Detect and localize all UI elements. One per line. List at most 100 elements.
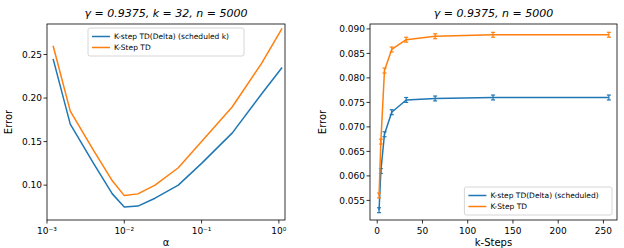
error-bar xyxy=(377,193,381,198)
chart-title: γ = 0.9375, k = 32, n = 5000 xyxy=(85,7,248,20)
y-tick xyxy=(367,151,371,152)
plot-area xyxy=(53,28,282,207)
error-cap xyxy=(607,32,611,33)
error-cap xyxy=(433,95,437,96)
legend-label: K-step TD(Delta) (scheduled) xyxy=(490,191,598,200)
error-cap xyxy=(382,131,386,132)
y-tick xyxy=(44,54,48,55)
error-cap xyxy=(433,100,437,101)
error-bar xyxy=(377,208,381,213)
y-tick xyxy=(44,141,48,142)
y-tick-label: 0.075 xyxy=(339,98,365,108)
series-line xyxy=(53,28,282,195)
plot-frame xyxy=(370,24,617,220)
series-line xyxy=(53,59,282,207)
y-tick-label: 0.070 xyxy=(339,122,365,132)
error-cap xyxy=(377,197,381,198)
error-cap xyxy=(607,94,611,95)
chart-title: γ = 0.9375, n = 5000 xyxy=(434,7,553,20)
x-tick xyxy=(512,220,513,224)
y-tick xyxy=(367,126,371,127)
x-tick-label: 250 xyxy=(595,226,612,236)
x-tick xyxy=(124,220,125,224)
x-tick-label: 10⁻¹ xyxy=(192,226,212,236)
x-tick-label: 50 xyxy=(417,226,429,236)
figure: 10⁻³10⁻²10⁻¹10⁰0.100.150.200.25γ = 0.937… xyxy=(0,0,624,248)
error-cap xyxy=(491,37,495,38)
legend-swatch xyxy=(92,47,110,49)
error-cap xyxy=(491,32,495,33)
error-cap xyxy=(390,51,394,52)
y-tick-label: 0.060 xyxy=(339,171,365,181)
error-stem xyxy=(608,32,609,37)
error-bar xyxy=(404,98,408,103)
x-tick-label: 0 xyxy=(374,226,380,236)
error-stem xyxy=(406,37,407,42)
plot-area xyxy=(377,32,611,212)
error-stem xyxy=(608,95,609,100)
error-cap xyxy=(404,42,408,43)
legend-swatch xyxy=(468,195,486,197)
x-tick xyxy=(603,220,604,224)
plot-frame xyxy=(47,24,285,220)
legend-label: K-Step TD xyxy=(114,43,151,52)
error-bar xyxy=(382,132,386,137)
error-cap xyxy=(377,212,381,213)
error-bar xyxy=(491,32,495,37)
y-axis-label: Error xyxy=(3,109,14,134)
error-stem xyxy=(378,193,379,198)
y-axis-label: Error xyxy=(317,109,328,134)
x-tick xyxy=(422,220,423,224)
error-cap xyxy=(382,136,386,137)
error-stem xyxy=(384,68,385,73)
error-bar xyxy=(433,96,437,101)
error-stem xyxy=(492,32,493,37)
error-cap xyxy=(390,46,394,47)
y-tick xyxy=(367,102,371,103)
y-tick-label: 0.065 xyxy=(339,147,365,157)
y-tick xyxy=(367,53,371,54)
x-tick-label: 200 xyxy=(550,226,567,236)
error-cap xyxy=(379,143,383,144)
error-cap xyxy=(607,37,611,38)
legend-box xyxy=(88,28,244,56)
y-tick xyxy=(367,28,371,29)
y-tick-label: 0.090 xyxy=(339,24,365,34)
error-bar xyxy=(607,32,611,37)
error-cap xyxy=(404,37,408,38)
error-stem xyxy=(435,96,436,101)
error-bar xyxy=(390,110,394,115)
y-tick xyxy=(367,77,371,78)
error-cap xyxy=(433,33,437,34)
panel-1: 0501001502002500.0550.0600.0650.0700.075… xyxy=(317,7,617,248)
y-tick xyxy=(367,200,371,201)
error-cap xyxy=(390,109,394,110)
error-cap xyxy=(377,192,381,193)
error-cap xyxy=(607,99,611,100)
x-tick-label: 10⁻² xyxy=(114,226,134,236)
error-cap xyxy=(382,67,386,68)
x-axis-label: k-Steps xyxy=(475,237,512,248)
y-tick-label: 0.055 xyxy=(339,196,365,206)
error-bar xyxy=(491,95,495,100)
error-cap xyxy=(379,139,383,140)
y-tick-label: 0.20 xyxy=(22,93,42,103)
error-stem xyxy=(435,34,436,39)
y-tick-label: 0.25 xyxy=(22,50,42,60)
error-cap xyxy=(433,38,437,39)
error-bar xyxy=(433,34,437,39)
legend: K-step TD(Delta) (scheduled)K-Step TD xyxy=(464,187,612,215)
panel-0: 10⁻³10⁻²10⁻¹10⁰0.100.150.200.25γ = 0.937… xyxy=(3,7,287,248)
error-stem xyxy=(492,95,493,100)
error-bar xyxy=(379,139,383,144)
y-tick xyxy=(367,175,371,176)
error-bar xyxy=(607,95,611,100)
error-cap xyxy=(491,99,495,100)
series-line xyxy=(379,35,609,196)
error-cap xyxy=(404,102,408,103)
error-cap xyxy=(390,114,394,115)
x-tick xyxy=(558,220,559,224)
legend-label: K-step TD(Delta) (scheduled k) xyxy=(114,32,229,41)
error-bar xyxy=(404,37,408,42)
error-stem xyxy=(378,208,379,213)
